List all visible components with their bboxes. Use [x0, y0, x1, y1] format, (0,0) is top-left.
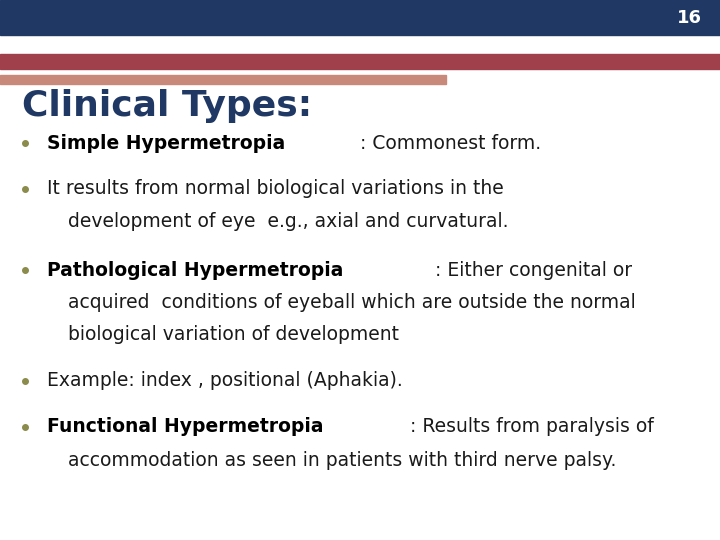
- Text: Clinical Types:: Clinical Types:: [22, 89, 312, 123]
- Text: development of eye  e.g., axial and curvatural.: development of eye e.g., axial and curva…: [68, 212, 509, 231]
- Text: : Commonest form.: : Commonest form.: [354, 133, 541, 153]
- Text: accommodation as seen in patients with third nerve palsy.: accommodation as seen in patients with t…: [68, 450, 617, 470]
- Bar: [0, 75, 446, 84]
- Text: Functional Hypermetropia: Functional Hypermetropia: [47, 417, 323, 436]
- Text: biological variation of development: biological variation of development: [68, 325, 400, 345]
- Text: : Results from paralysis of: : Results from paralysis of: [404, 417, 653, 436]
- Text: : Either congenital or: : Either congenital or: [429, 260, 632, 280]
- Text: Simple Hypermetropia: Simple Hypermetropia: [47, 133, 285, 153]
- Bar: [0, 0, 720, 35]
- Text: 16: 16: [677, 9, 702, 26]
- Text: Example: index , positional (Aphakia).: Example: index , positional (Aphakia).: [47, 371, 402, 390]
- Text: Pathological Hypermetropia: Pathological Hypermetropia: [47, 260, 343, 280]
- Bar: [0, 54, 720, 69]
- Text: It results from normal biological variations in the: It results from normal biological variat…: [47, 179, 503, 199]
- Text: acquired  conditions of eyeball which are outside the normal: acquired conditions of eyeball which are…: [68, 293, 636, 312]
